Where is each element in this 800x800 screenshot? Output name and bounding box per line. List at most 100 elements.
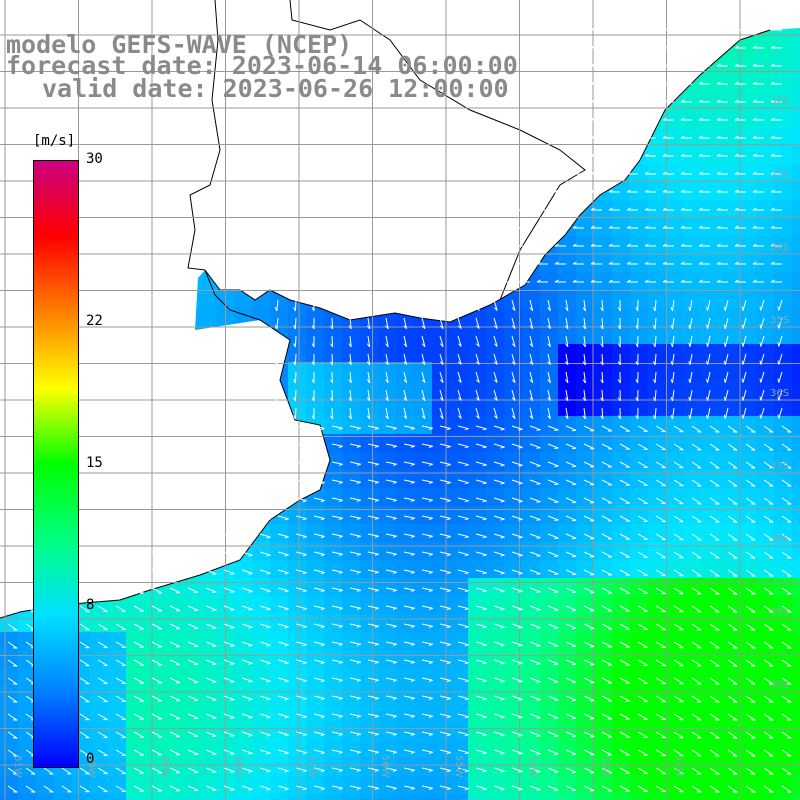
field-cell [414, 362, 432, 380]
field-cell [324, 578, 342, 596]
wind-arrow [707, 353, 711, 365]
wind-arrow-head [554, 681, 559, 683]
field-cell [414, 434, 432, 452]
field-cell [540, 758, 558, 776]
wind-arrow [547, 623, 559, 629]
field-cell [522, 542, 540, 560]
field-cell [414, 326, 432, 344]
field-cell [612, 218, 630, 236]
field-cell [792, 128, 800, 146]
wind-arrow-head [600, 361, 604, 366]
wind-arrow-head [626, 189, 631, 193]
field-cell [360, 344, 378, 362]
field-cell [414, 488, 432, 506]
wind-arrow-head [554, 645, 559, 647]
field-cell [576, 218, 594, 236]
wind-arrow [637, 425, 648, 432]
field-cell [702, 326, 720, 344]
wind-arrow-head [582, 397, 586, 402]
wind-arrow-head [688, 360, 691, 365]
wind-arrow-head [500, 662, 505, 665]
wind-arrow [439, 713, 451, 717]
wind-arrow-head [266, 554, 271, 557]
field-cell [288, 758, 306, 776]
wind-arrow [709, 443, 720, 451]
wind-arrow-head [600, 397, 604, 402]
wind-arrow [724, 353, 729, 365]
field-cell [504, 452, 522, 470]
wind-arrow-head [320, 554, 325, 557]
wind-arrow [637, 659, 648, 666]
field-cell [342, 524, 360, 542]
field-cell [396, 668, 414, 686]
wind-arrow [763, 425, 774, 433]
wind-arrow-head [293, 397, 296, 402]
wind-arrow-head [770, 153, 775, 157]
wind-arrow-head [284, 572, 289, 575]
field-cell [540, 794, 558, 800]
wind-arrow [689, 299, 693, 311]
wind-arrow-head [212, 627, 217, 629]
wind-arrow [349, 533, 361, 537]
field-cell [558, 308, 576, 326]
wind-arrow-head [670, 415, 673, 420]
field-cell [486, 308, 504, 326]
wind-arrow [7, 623, 18, 631]
field-cell [522, 344, 540, 362]
field-cell [486, 416, 504, 434]
field-cell [594, 416, 612, 434]
wind-arrow [133, 587, 144, 594]
wind-arrow [367, 641, 379, 645]
wind-arrow [294, 389, 297, 402]
wind-arrow-head [464, 626, 469, 629]
wind-arrow-head [330, 343, 334, 348]
wind-arrow [691, 551, 702, 559]
field-cell [414, 542, 432, 560]
field-cell [468, 542, 486, 560]
wind-arrow [313, 443, 325, 447]
field-cell [684, 344, 702, 362]
wind-arrow [637, 767, 648, 774]
wind-arrow-head [212, 771, 217, 773]
wind-arrow-head [600, 379, 604, 384]
wind-arrow-head [392, 787, 397, 790]
wind-arrow [403, 353, 408, 365]
wind-arrow [619, 659, 630, 666]
field-cell [288, 686, 306, 704]
wind-arrow [601, 335, 604, 348]
wind-arrow [781, 533, 792, 541]
field-cell [450, 632, 468, 650]
field-cell [504, 524, 522, 542]
field-cell [252, 776, 270, 794]
wind-arrow [97, 659, 108, 667]
field-cell [252, 578, 270, 596]
wind-arrow-head [428, 607, 433, 610]
wind-arrow [79, 749, 90, 757]
wind-arrow [781, 551, 792, 559]
field-cell [324, 542, 342, 560]
field-cell [522, 308, 540, 326]
wind-arrow-head [446, 698, 451, 701]
wind-arrow [727, 569, 738, 577]
field-cell [594, 794, 612, 800]
wind-arrow [583, 641, 595, 648]
wind-arrow [529, 785, 541, 791]
field-cell [486, 398, 504, 416]
field-cell [540, 740, 558, 758]
field-cell [360, 596, 378, 614]
wind-arrow-head [500, 572, 505, 575]
wind-arrow [709, 713, 720, 721]
wind-arrow-head [320, 752, 325, 755]
wind-arrow [169, 641, 181, 648]
wind-arrow [349, 695, 361, 699]
wind-arrow-head [266, 734, 271, 737]
field-cell [396, 632, 414, 650]
wind-arrow [367, 731, 379, 735]
wind-arrow-head [212, 753, 217, 755]
wind-arrow-head [356, 661, 361, 664]
wind-arrow [565, 767, 577, 773]
wind-arrow [349, 659, 361, 663]
field-cell [198, 740, 216, 758]
wind-arrow-head [518, 500, 523, 503]
wind-arrow [689, 317, 693, 329]
